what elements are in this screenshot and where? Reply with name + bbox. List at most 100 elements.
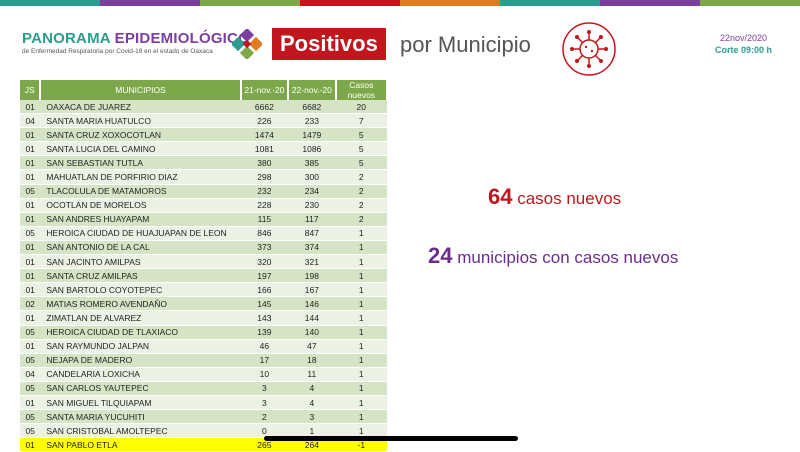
cell-casos-nuevos: -1 — [335, 437, 387, 452]
cell-casos-nuevos: 1 — [335, 282, 387, 298]
cell-21nov: 228 — [240, 198, 289, 213]
cell-js: 01 — [20, 198, 41, 213]
cell-municipio: TLACOLULA DE MATAMOROS — [40, 184, 241, 199]
cell-casos-nuevos: 1 — [335, 423, 387, 439]
table-row: 01 SAN MIGUEL TILQUIAPAM 3 4 1 — [20, 395, 387, 411]
cell-22nov: 198 — [288, 268, 336, 284]
cell-21nov: 380 — [240, 155, 289, 171]
table-row: 01 SAN BARTOLO COYOTEPEC 166 167 1 — [20, 282, 387, 298]
table-row: 02 MATIAS ROMERO AVENDAÑO 145 146 1 — [20, 296, 387, 312]
table-row: 01 SAN PABLO ETLA 265 264 -1 — [20, 437, 387, 452]
cell-js: 01 — [20, 437, 41, 452]
top-color-bar — [0, 0, 800, 6]
cell-casos-nuevos: 5 — [335, 127, 387, 143]
cell-js: 05 — [20, 184, 41, 199]
table-row: 05 SAN CARLOS YAUTEPEC 3 4 1 — [20, 381, 387, 396]
col-municipios: MUNICIPIOS — [40, 80, 242, 100]
cell-js: 05 — [20, 226, 41, 241]
cell-21nov: 3 — [240, 395, 289, 411]
cell-22nov: 11 — [288, 367, 336, 382]
cell-js: 01 — [20, 127, 41, 143]
table-row: 04 SANTA MARIA HUATULCO 226 233 7 — [20, 113, 387, 129]
brand-mark-icon — [232, 29, 262, 59]
cell-js: 01 — [20, 310, 41, 326]
cell-casos-nuevos: 1 — [335, 339, 387, 354]
cell-21nov: 232 — [240, 184, 289, 199]
cell-municipio: SAN MIGUEL TILQUIAPAM — [40, 395, 241, 411]
cell-22nov: 847 — [288, 226, 336, 241]
virus-icon — [562, 22, 616, 76]
cell-js: 04 — [20, 113, 41, 129]
cell-casos-nuevos: 2 — [335, 212, 387, 227]
cell-js: 02 — [20, 296, 41, 312]
new-cases-number: 64 — [488, 184, 513, 209]
cell-22nov: 1086 — [288, 141, 336, 157]
cell-casos-nuevos: 1 — [335, 353, 387, 368]
cell-21nov: 373 — [240, 240, 289, 256]
date-text: 22nov/2020 — [719, 33, 767, 43]
cell-22nov: 264 — [288, 437, 336, 452]
cell-22nov: 385 — [288, 155, 336, 171]
new-cases-label: casos nuevos — [517, 189, 622, 208]
cell-municipio: SAN CARLOS YAUTEPEC — [40, 381, 241, 396]
cell-municipio: MATIAS ROMERO AVENDAÑO — [40, 296, 241, 312]
cell-21nov: 1474 — [240, 127, 289, 143]
cell-21nov: 320 — [240, 254, 289, 270]
col-casos-nuevos: Casos nuevos — [335, 80, 389, 100]
cell-22nov: 117 — [288, 212, 336, 227]
table-row: 01 SANTA CRUZ XOXOCOTLAN 1474 1479 5 — [20, 127, 387, 143]
cell-js: 01 — [20, 155, 41, 171]
cell-22nov: 300 — [288, 169, 336, 185]
table-row: 05 SANTA MARIA YUCUHITI 2 3 1 — [20, 409, 387, 425]
report-date: 22nov/2020 Corte 09:00 h — [715, 32, 772, 56]
cell-21nov: 226 — [240, 113, 289, 129]
cell-casos-nuevos: 1 — [335, 325, 387, 340]
cell-21nov: 3 — [240, 381, 289, 396]
cell-21nov: 197 — [240, 268, 289, 284]
cell-js: 05 — [20, 353, 41, 368]
cell-21nov: 265 — [240, 437, 289, 452]
cell-casos-nuevos: 1 — [335, 395, 387, 411]
cell-js: 01 — [20, 141, 41, 157]
table-row: 04 CANDELARIA LOXICHA 10 11 1 — [20, 367, 387, 382]
cell-22nov: 3 — [288, 409, 336, 425]
cell-21nov: 17 — [240, 353, 289, 368]
cell-casos-nuevos: 1 — [335, 254, 387, 270]
cell-js: 04 — [20, 367, 41, 382]
cell-js: 01 — [20, 169, 41, 185]
table-row: 05 NEJAPA DE MADERO 17 18 1 — [20, 353, 387, 368]
cell-21nov: 46 — [240, 339, 289, 354]
cell-municipio: SANTA MARIA YUCUHITI — [40, 409, 241, 425]
cell-casos-nuevos: 2 — [335, 169, 387, 185]
cell-casos-nuevos: 2 — [335, 184, 387, 199]
cell-js: 01 — [20, 268, 41, 284]
table-row: 01 MAHUATLAN DE PORFIRIO DIAZ 298 300 2 — [20, 169, 387, 185]
cell-21nov: 6662 — [240, 100, 289, 115]
cell-js: 05 — [20, 423, 41, 439]
cell-22nov: 234 — [288, 184, 336, 199]
cell-21nov: 1081 — [240, 141, 289, 157]
table-row: 05 HEROICA CIUDAD DE TLAXIACO 139 140 1 — [20, 325, 387, 340]
cell-casos-nuevos: 1 — [335, 409, 387, 425]
cell-21nov: 166 — [240, 282, 289, 298]
cell-municipio: SAN RAYMUNDO JALPAN — [40, 339, 241, 354]
cell-js: 05 — [20, 325, 41, 340]
cell-22nov: 6682 — [288, 100, 336, 115]
cell-21nov: 2 — [240, 409, 289, 425]
cell-22nov: 18 — [288, 353, 336, 368]
cell-municipio: SANTA CRUZ XOXOCOTLAN — [40, 127, 241, 143]
table-header: JS MUNICIPIOS 21-nov.-20 22-nov.-20 Caso… — [20, 80, 389, 100]
cell-22nov: 1 — [288, 423, 336, 439]
table-row: 01 SAN SEBASTIAN TUTLA 380 385 5 — [20, 155, 387, 171]
cell-municipio: NEJAPA DE MADERO — [40, 353, 241, 368]
cell-22nov: 4 — [288, 381, 336, 396]
cell-casos-nuevos: 1 — [335, 240, 387, 256]
brand-logo: PANORAMA EPIDEMIOLÓGICO de Enfermedad Re… — [22, 30, 250, 55]
cell-22nov: 374 — [288, 240, 336, 256]
home-indicator[interactable] — [264, 436, 518, 441]
col-22nov: 22-nov.-20 — [288, 80, 337, 100]
cell-municipio: SAN PABLO ETLA — [40, 437, 241, 452]
cell-js: 01 — [20, 212, 41, 227]
cutoff-text: Corte 09:00 h — [714, 45, 772, 55]
municipios-number: 24 — [428, 243, 453, 268]
